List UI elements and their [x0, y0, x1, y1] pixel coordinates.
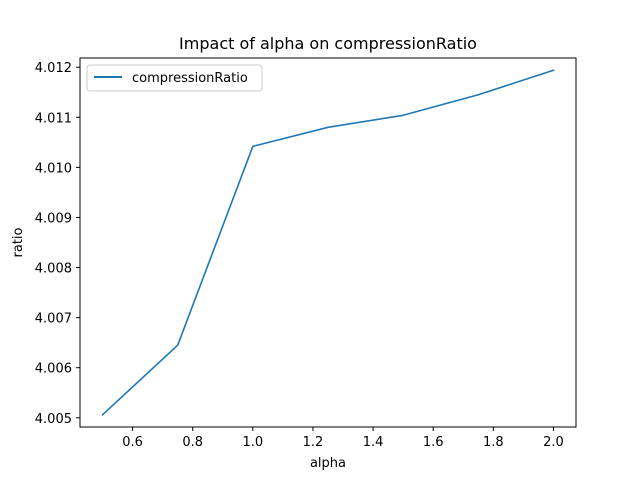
- series-point: [327, 126, 329, 129]
- x-tick-label: 1.8: [483, 435, 504, 450]
- series-point: [252, 145, 254, 148]
- x-tick-label: 1.6: [423, 435, 444, 450]
- series-point: [477, 93, 480, 96]
- y-tick-label: 4.011: [35, 111, 72, 126]
- x-tick-label: 1.2: [303, 435, 324, 450]
- plot-frame: [79, 57, 577, 428]
- chart-title: Impact of alpha on compressionRatio: [179, 34, 477, 53]
- y-tick-label: 4.005: [35, 412, 72, 427]
- y-tick-label: 4.008: [35, 262, 72, 277]
- x-tick-label: 0.8: [182, 435, 203, 450]
- x-axis-ticks: 0.6 0.8 1.0 1.2 1.4 1.6 1.8 2.0: [122, 427, 564, 450]
- y-tick-label: 4.007: [35, 312, 72, 327]
- y-axis-ticks: 4.005 4.006 4.007 4.008 4.009 4.010 4.011 4.012: [35, 61, 80, 427]
- x-axis-label: alpha: [310, 456, 346, 471]
- y-tick-label: 4.006: [35, 362, 72, 377]
- x-tick-label: 2.0: [543, 435, 564, 450]
- legend-box: [86, 64, 263, 92]
- series-point: [176, 344, 179, 346]
- x-tick-label: 1.4: [363, 435, 384, 450]
- legend-label-compressionratio: compressionRatio: [132, 71, 248, 86]
- series-layer: [101, 69, 555, 416]
- y-tick-label: 4.012: [35, 61, 72, 76]
- y-tick-label: 4.009: [35, 211, 72, 226]
- legend: compressionRatio: [86, 64, 263, 92]
- x-tick-label: 1.0: [243, 435, 264, 450]
- series-point: [552, 69, 555, 72]
- y-axis-label: ratio: [11, 227, 26, 257]
- series-point: [101, 413, 104, 416]
- series-point: [402, 114, 404, 117]
- y-tick-label: 4.010: [35, 161, 72, 176]
- x-tick-label: 0.6: [122, 435, 143, 450]
